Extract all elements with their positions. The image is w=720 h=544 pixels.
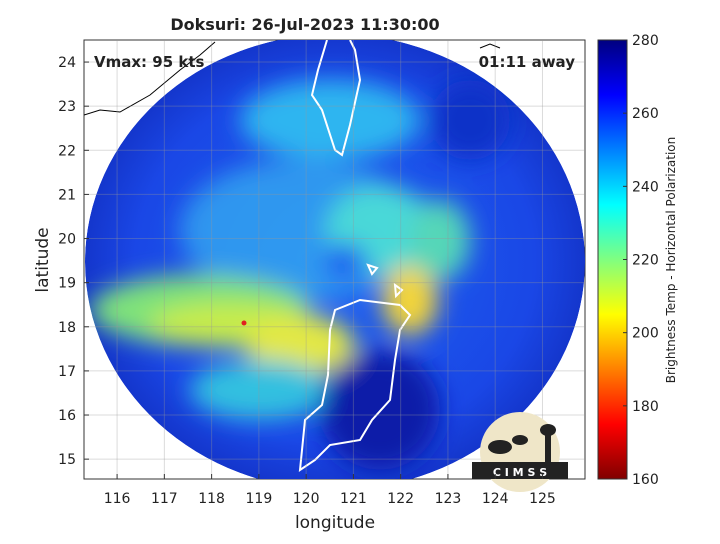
logo: C I M S S (472, 412, 568, 492)
y-tick-label: 21 (58, 187, 76, 203)
logo-text: C I M S S (493, 466, 547, 479)
colorbar-tick-label: 220 (632, 253, 659, 269)
x-tick-label: 122 (387, 491, 414, 507)
x-tick-label: 117 (151, 491, 178, 507)
colorbar-label: Brightness Temp - Horizontal Polarizatio… (664, 137, 678, 384)
y-tick-label: 24 (58, 55, 76, 71)
x-tick-label: 123 (435, 491, 462, 507)
x-axis-label: longitude (295, 513, 375, 533)
y-tick-label: 20 (58, 232, 76, 248)
annotation: 01:11 away (479, 53, 576, 71)
imagery (84, 40, 585, 479)
y-tick-label: 23 (58, 99, 76, 115)
x-tick-label: 124 (482, 491, 509, 507)
y-axis-label: latitude (33, 227, 53, 292)
colorbar-tick-label: 160 (632, 472, 659, 488)
chart-title: Doksuri: 26-Jul-2023 11:30:00 (170, 15, 439, 34)
x-tick-label: 120 (293, 491, 320, 507)
x-tick-label: 118 (198, 491, 225, 507)
colorbar-tick-label: 200 (632, 326, 659, 342)
y-tick-label: 19 (58, 276, 76, 292)
colorbar-tick-label: 260 (632, 106, 659, 122)
x-tick-label: 125 (529, 491, 556, 507)
y-tick-label: 17 (58, 364, 76, 380)
y-tick-label: 16 (58, 408, 76, 424)
annotation: Vmax: 95 kts (94, 53, 204, 71)
y-tick-label: 18 (58, 320, 76, 336)
colorbar-tick-label: 240 (632, 179, 659, 195)
colorbar-tick-label: 180 (632, 399, 659, 415)
colorbar (597, 39, 628, 480)
x-tick-label: 121 (340, 491, 367, 507)
x-tick-label: 116 (104, 491, 131, 507)
y-tick-label: 22 (58, 143, 76, 159)
colorbar-tick-label: 280 (632, 33, 659, 49)
x-tick-label: 119 (246, 491, 273, 507)
grid (84, 40, 585, 479)
y-tick-label: 15 (58, 452, 76, 468)
